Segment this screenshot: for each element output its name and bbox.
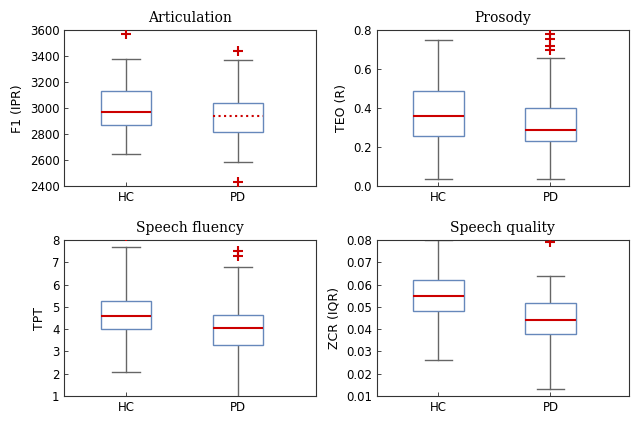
Y-axis label: TEO (R): TEO (R) [335, 85, 348, 132]
Title: Speech quality: Speech quality [451, 221, 556, 235]
Title: Articulation: Articulation [148, 11, 232, 25]
Bar [100, 301, 151, 329]
Y-axis label: F1 (IPR): F1 (IPR) [11, 84, 24, 133]
Bar [525, 303, 576, 334]
Title: Prosody: Prosody [474, 11, 531, 25]
Bar [413, 280, 463, 312]
Title: Speech fluency: Speech fluency [136, 221, 244, 235]
Bar [212, 315, 263, 345]
Y-axis label: ZCR (IQR): ZCR (IQR) [328, 287, 340, 349]
Bar [525, 108, 576, 142]
Bar [212, 103, 263, 132]
Y-axis label: TPT: TPT [33, 306, 46, 330]
Bar [100, 91, 151, 125]
Bar [413, 91, 463, 136]
